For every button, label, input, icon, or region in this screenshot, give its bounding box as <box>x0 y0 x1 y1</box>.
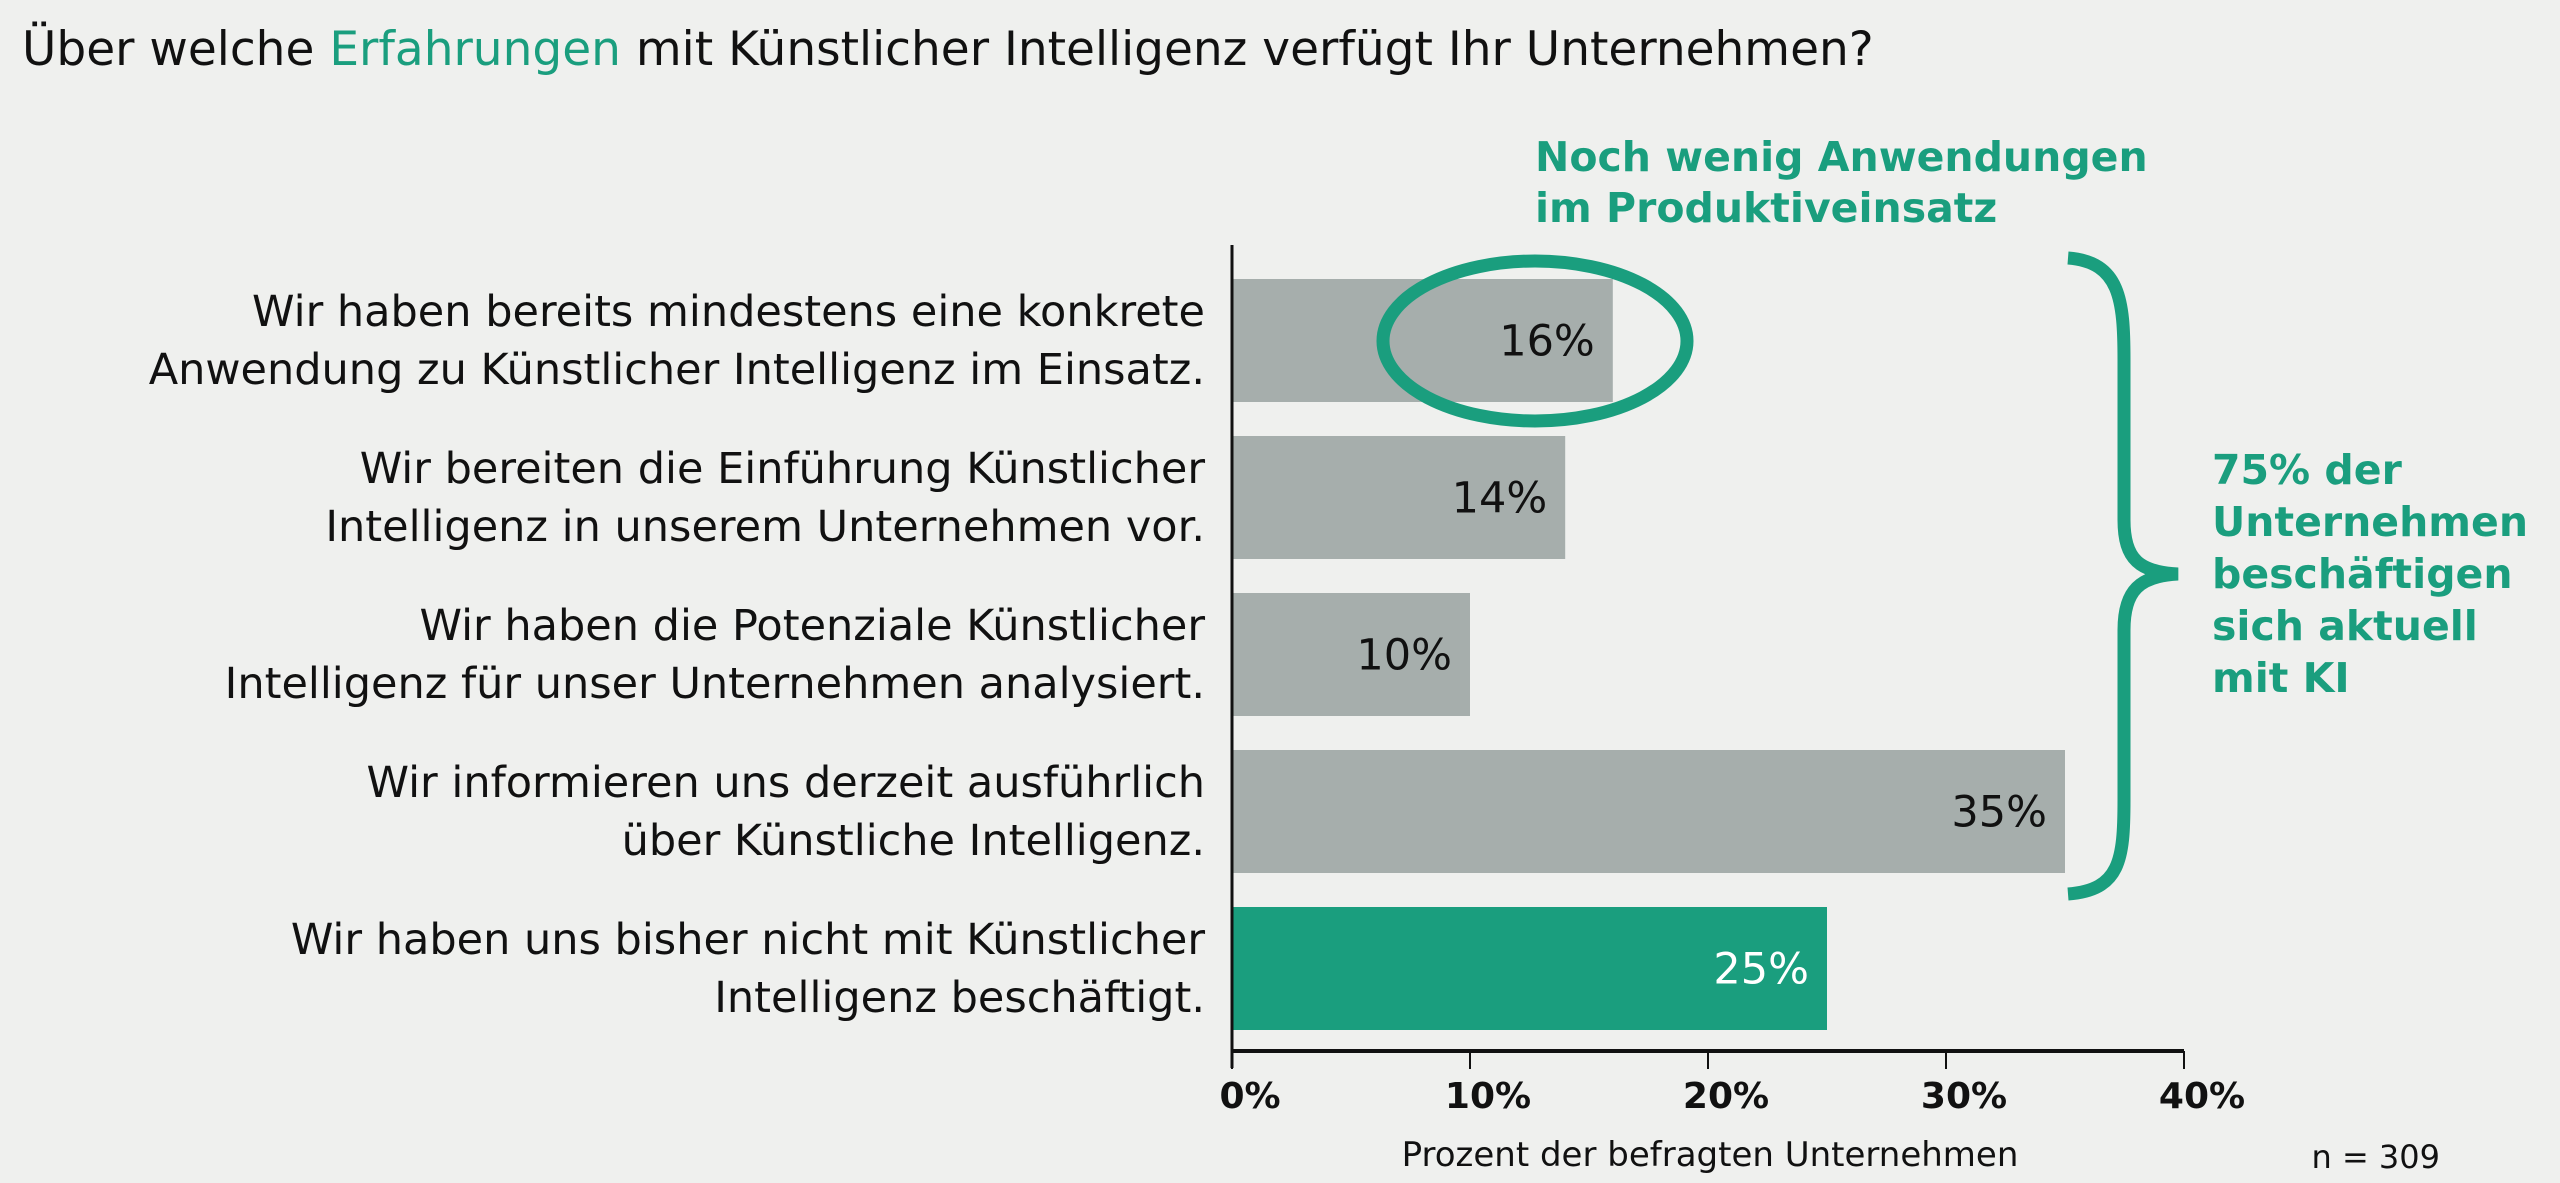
category-label-line: Wir haben uns bisher nicht mit Künstlich… <box>290 914 1205 965</box>
annotation-line: Unternehmen <box>2212 498 2529 546</box>
category-label-line: Wir haben die Potenziale Künstlicher <box>419 600 1205 651</box>
bar <box>1232 279 1613 402</box>
x-tick-label: 40% <box>2159 1076 2245 1117</box>
annotation-line: Noch wenig Anwendungen <box>1535 133 2148 181</box>
annotation-circle-note: Noch wenig Anwendungen im Produktiveinsa… <box>1535 132 2148 234</box>
highlight-ellipse <box>1376 254 1694 428</box>
category-label-line: Wir informieren uns derzeit ausführlich <box>366 757 1205 808</box>
category-label-line: Wir haben bereits mindestens eine konkre… <box>252 286 1205 337</box>
category-label-line: Wir bereiten die Einführung Künstlicher <box>359 443 1205 494</box>
data-label: 25% <box>1713 945 1809 995</box>
bar <box>1232 593 1470 716</box>
x-tick-label: 10% <box>1445 1076 1531 1117</box>
x-tick-label: 20% <box>1683 1076 1769 1117</box>
bar <box>1232 750 2065 873</box>
chart-title: Über welche Erfahrungen mit Künstlicher … <box>22 22 1874 77</box>
data-label: 10% <box>1356 631 1452 681</box>
annotation-brace-note: 75% der Unternehmen beschäftigen sich ak… <box>2212 444 2528 704</box>
annotation-line: beschäftigen <box>2212 550 2513 598</box>
curly-brace <box>2067 251 2179 901</box>
category-label-line: Anwendung zu Künstlicher Intelligenz im … <box>148 344 1205 395</box>
x-tick-label: 0% <box>1219 1076 1280 1117</box>
category-label: Wir haben uns bisher nicht mit Künstlich… <box>291 911 1205 1027</box>
annotation-line: 75% der <box>2212 446 2402 494</box>
category-label: Wir bereiten die Einführung Künstlicher I… <box>325 440 1205 556</box>
category-label: Wir informieren uns derzeit ausführlich ü… <box>367 754 1205 870</box>
x-tick-label: 30% <box>1921 1076 2007 1117</box>
bar <box>1232 436 1566 559</box>
category-label-line: Intelligenz für unser Unternehmen analys… <box>224 658 1205 709</box>
bar <box>1232 907 1827 1030</box>
category-label: Wir haben die Potenziale Künstlicher Inte… <box>225 597 1205 713</box>
annotation-line: sich aktuell <box>2212 602 2478 650</box>
data-label: 35% <box>1951 788 2047 838</box>
category-label: Wir haben bereits mindestens eine konkre… <box>149 283 1205 399</box>
category-label-line: über Künstliche Intelligenz. <box>621 815 1205 866</box>
annotation-line: im Produktiveinsatz <box>1535 184 1998 232</box>
category-label-line: Intelligenz in unserem Unternehmen vor. <box>325 501 1205 552</box>
category-label-line: Intelligenz beschäftigt. <box>714 972 1205 1023</box>
data-label: 16% <box>1499 317 1595 367</box>
sample-size-note: n = 309 <box>2311 1138 2440 1176</box>
annotation-line: mit KI <box>2212 654 2350 702</box>
data-label: 14% <box>1452 474 1548 524</box>
x-axis-label: Prozent der befragten Unternehmen <box>1402 1135 2019 1175</box>
